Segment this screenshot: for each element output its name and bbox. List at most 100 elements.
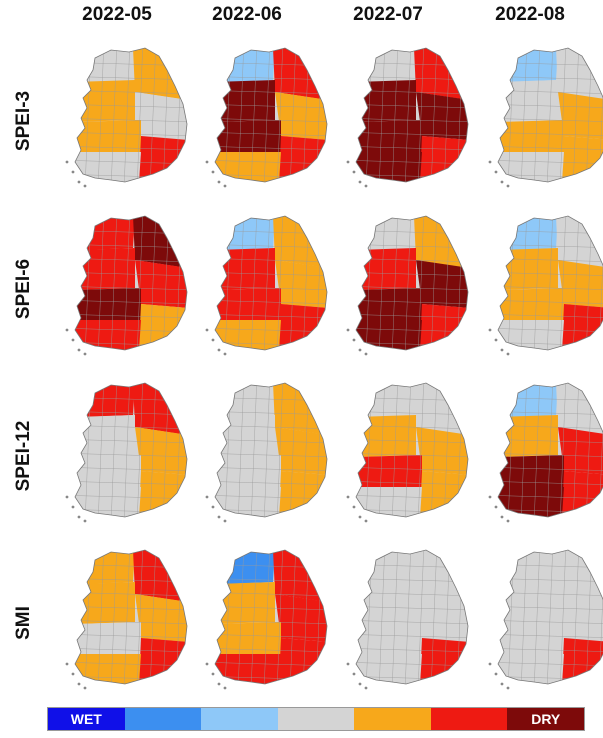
island-dot xyxy=(488,160,492,164)
map-region xyxy=(420,304,468,348)
map-region xyxy=(420,471,468,515)
island-dot xyxy=(500,180,504,184)
island-dot xyxy=(494,672,498,676)
island-dot xyxy=(71,672,75,676)
map-region xyxy=(498,152,564,182)
map-region xyxy=(498,288,564,322)
map-region xyxy=(558,594,603,642)
island-dot xyxy=(83,519,87,523)
map-region xyxy=(275,92,327,140)
map-region xyxy=(215,120,281,154)
map-smi-2022-08 xyxy=(488,549,603,690)
map-region xyxy=(416,92,468,140)
map-region xyxy=(498,120,564,154)
island-dot xyxy=(71,505,75,509)
island-dot xyxy=(205,495,209,499)
map-region xyxy=(558,427,603,475)
map-region xyxy=(275,594,327,642)
island-dot xyxy=(352,672,356,676)
map-region xyxy=(215,288,281,322)
island-dot xyxy=(211,672,215,676)
island-dot xyxy=(346,662,350,666)
island-dot xyxy=(205,328,209,332)
island-dot xyxy=(217,348,221,352)
island-dot xyxy=(217,180,221,184)
map-region xyxy=(356,455,422,489)
map-region xyxy=(562,304,603,348)
island-dot xyxy=(494,170,498,174)
row-title-spei-6: SPEI-6 xyxy=(13,258,34,320)
island-dot xyxy=(223,519,227,523)
island-dot xyxy=(488,662,492,666)
map-region xyxy=(215,487,281,517)
map-region xyxy=(279,638,327,682)
island-dot xyxy=(223,184,227,188)
column-title-2022-08: 2022-08 xyxy=(495,4,565,25)
row-title-spei-3: SPEI-3 xyxy=(13,90,34,152)
island-dot xyxy=(211,170,215,174)
map-region xyxy=(75,622,141,656)
map-region xyxy=(356,487,422,517)
legend-class-2 xyxy=(201,708,278,730)
map-region xyxy=(498,622,564,656)
island-dot xyxy=(77,682,81,686)
map-region xyxy=(215,152,281,182)
island-dot xyxy=(364,686,368,690)
map-smi-2022-07 xyxy=(346,549,469,690)
column-title-2022-06: 2022-06 xyxy=(212,4,282,25)
map-smi-2022-05 xyxy=(65,549,188,690)
island-dot xyxy=(352,170,356,174)
map-region xyxy=(279,471,327,515)
map-region xyxy=(75,152,141,182)
map-region xyxy=(215,455,281,489)
map-spei-3-2022-05 xyxy=(65,47,188,188)
map-spei-6-2022-08 xyxy=(488,215,603,356)
island-dot xyxy=(488,328,492,332)
row-title-spei-12: SPEI-12 xyxy=(13,420,34,492)
island-dot xyxy=(494,338,498,342)
map-region xyxy=(416,427,468,475)
island-dot xyxy=(352,505,356,509)
island-dot xyxy=(205,662,209,666)
map-region xyxy=(275,427,327,475)
island-dot xyxy=(500,682,504,686)
legend-class-6: DRY xyxy=(507,708,585,730)
map-smi-2022-06 xyxy=(205,549,328,690)
map-spei-12-2022-07 xyxy=(346,382,469,523)
island-dot xyxy=(77,180,81,184)
map-region xyxy=(356,320,422,350)
map-region xyxy=(135,427,187,475)
map-region xyxy=(75,120,141,154)
map-region xyxy=(135,260,187,308)
row-title-smi: SMI xyxy=(13,606,34,640)
map-region xyxy=(356,120,422,154)
map-region xyxy=(562,638,603,682)
island-dot xyxy=(506,184,510,188)
map-spei-6-2022-07 xyxy=(346,215,469,356)
island-dot xyxy=(65,495,69,499)
map-spei-6-2022-05 xyxy=(65,215,188,356)
map-region xyxy=(498,455,564,489)
island-dot xyxy=(346,160,350,164)
map-region xyxy=(356,288,422,322)
map-region xyxy=(420,136,468,180)
map-region xyxy=(498,654,564,684)
map-region xyxy=(356,654,422,684)
legend-class-1 xyxy=(124,708,202,730)
island-dot xyxy=(346,495,350,499)
map-region xyxy=(416,594,468,642)
island-dot xyxy=(65,328,69,332)
island-dot xyxy=(83,686,87,690)
map-region xyxy=(558,92,603,140)
island-dot xyxy=(77,348,81,352)
map-region xyxy=(275,260,327,308)
island-dot xyxy=(358,682,362,686)
island-dot xyxy=(500,515,504,519)
column-title-2022-07: 2022-07 xyxy=(353,4,423,25)
legend-class-3 xyxy=(277,708,355,730)
island-dot xyxy=(488,495,492,499)
legend-class-4 xyxy=(354,708,431,730)
map-spei-12-2022-08 xyxy=(488,382,603,523)
map-region xyxy=(356,622,422,656)
